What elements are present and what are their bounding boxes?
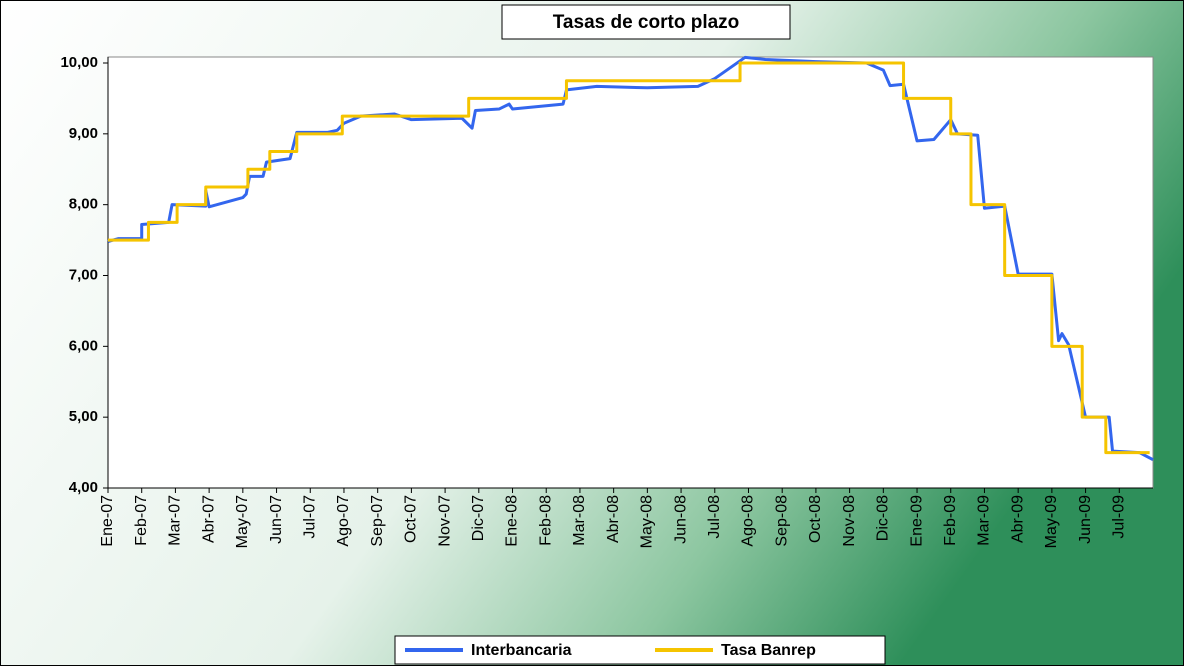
x-tick-label: Abr-07 <box>200 495 217 543</box>
legend-box <box>394 635 886 665</box>
x-tick-label: May-07 <box>234 495 251 548</box>
series-line <box>108 61 1150 455</box>
x-tick-label: Jun-08 <box>672 495 689 544</box>
chart-title: Tasas de corto plazo <box>553 12 740 33</box>
y-tick-label: 7,00 <box>69 266 98 283</box>
x-tick-label: Jun-09 <box>1077 495 1094 544</box>
y-tick-label: 4,00 <box>69 479 98 496</box>
x-tick-label: Feb-08 <box>537 495 554 546</box>
x-tick-label: Sep-08 <box>773 495 790 547</box>
x-tick-label: Mar-07 <box>167 495 184 546</box>
x-tick-label: May-08 <box>639 495 656 548</box>
legend-label: Tasa Banrep <box>721 642 816 659</box>
x-tick-label: Dic-08 <box>875 495 892 541</box>
x-tick-label: Jul-08 <box>706 495 723 539</box>
x-tick-label: Ene-08 <box>504 495 521 547</box>
y-tick-label: 8,00 <box>69 196 98 213</box>
x-tick-label: Dic-07 <box>470 495 487 541</box>
x-tick-label: Feb-09 <box>942 495 959 546</box>
x-tick-label: Nov-07 <box>436 495 453 547</box>
x-tick-label: Oct-08 <box>807 495 824 543</box>
x-tick-label: Jun-07 <box>268 495 285 544</box>
x-tick-label: Ago-07 <box>335 495 352 547</box>
y-tick-label: 9,00 <box>69 125 98 142</box>
x-tick-label: Mar-09 <box>976 495 993 546</box>
x-tick-label: Feb-07 <box>133 495 150 546</box>
plot-area <box>107 56 1154 489</box>
x-tick-label: May-09 <box>1043 495 1060 548</box>
x-tick-label: Oct-07 <box>403 495 420 543</box>
x-tick-label: Abr-09 <box>1009 495 1026 543</box>
y-tick-label: 6,00 <box>69 337 98 354</box>
x-tick-label: Jul-09 <box>1111 495 1128 539</box>
x-tick-label: Abr-08 <box>605 495 622 543</box>
title-box <box>501 4 791 40</box>
x-tick-label: Mar-08 <box>571 495 588 546</box>
x-tick-label: Jul-07 <box>301 495 318 539</box>
x-tick-label: Ene-07 <box>99 495 116 547</box>
y-tick-label: 5,00 <box>69 408 98 425</box>
legend-label: Interbancaria <box>471 642 572 659</box>
x-tick-label: Ago-08 <box>740 495 757 547</box>
y-tick-label: 10,00 <box>60 54 98 71</box>
x-tick-label: Nov-08 <box>841 495 858 547</box>
x-tick-label: Ene-09 <box>908 495 925 547</box>
x-tick-label: Sep-07 <box>369 495 386 547</box>
